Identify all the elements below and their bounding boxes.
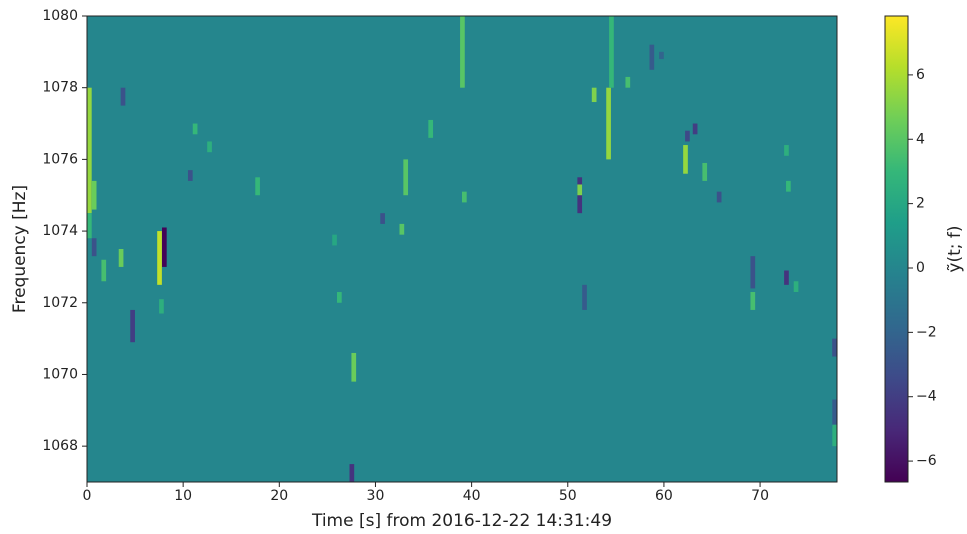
- colorbar-tick-label: 2: [916, 196, 925, 212]
- cell: [606, 87, 611, 160]
- cell: [462, 191, 467, 203]
- cell: [784, 270, 789, 285]
- colorbar-tick-label: 4: [916, 131, 925, 147]
- cell: [157, 231, 162, 285]
- x-tick-label: 50: [559, 488, 577, 504]
- x-axis-label: Time [s] from 2016-12-22 14:31:49: [311, 511, 612, 531]
- colorbar-tick-label: −6: [916, 453, 937, 469]
- cell: [786, 180, 791, 192]
- cell: [159, 299, 164, 314]
- cell: [702, 162, 708, 181]
- colorbar-tick-label: −2: [916, 324, 937, 340]
- y-tick-label: 1076: [42, 151, 78, 167]
- colorbar-tick-label: 6: [916, 67, 925, 83]
- cell: [683, 145, 688, 174]
- background: [87, 16, 837, 482]
- cell: [162, 227, 167, 267]
- y-tick-label: 1072: [42, 295, 78, 311]
- cell: [685, 130, 690, 142]
- cell: [101, 259, 107, 282]
- y-tick-label: 1074: [42, 223, 78, 239]
- colorbar-label: ỹ(t; f): [945, 225, 965, 272]
- cell: [403, 159, 409, 196]
- cell: [349, 464, 355, 482]
- cell: [649, 44, 655, 70]
- cell: [716, 191, 722, 203]
- cell: [87, 213, 92, 239]
- x-tick-label: 10: [174, 488, 192, 504]
- cell: [87, 87, 92, 214]
- colorbar-tick-label: 0: [916, 260, 925, 276]
- cell: [120, 87, 126, 106]
- cell: [832, 399, 837, 429]
- cell: [692, 123, 698, 135]
- x-tick-label: 40: [463, 488, 481, 504]
- cell: [582, 284, 587, 310]
- x-tick-label: 70: [751, 488, 769, 504]
- cell: [332, 234, 337, 246]
- cell: [380, 213, 385, 224]
- cell: [91, 180, 97, 210]
- x-tick-label: 0: [83, 488, 92, 504]
- cell: [118, 249, 124, 267]
- plot-frame: [86, 15, 838, 483]
- colorbar-tick-label: −4: [916, 389, 937, 405]
- cell: [351, 352, 357, 382]
- cell: [428, 119, 434, 138]
- x-tick-label: 20: [270, 488, 288, 504]
- y-axis-label: Frequency [Hz]: [10, 185, 30, 313]
- cell: [609, 16, 614, 88]
- cell: [784, 145, 789, 156]
- cell: [130, 309, 135, 343]
- cell: [625, 76, 631, 88]
- cell: [460, 16, 465, 88]
- y-tick-label: 1078: [42, 80, 78, 96]
- cell: [832, 338, 837, 357]
- y-tick-label: 1068: [42, 438, 78, 454]
- cell: [750, 256, 756, 289]
- cell: [91, 238, 97, 257]
- colorbar: [884, 15, 909, 483]
- x-tick-label: 60: [655, 488, 673, 504]
- cell: [187, 170, 193, 181]
- cell: [337, 292, 342, 303]
- cell: [832, 424, 837, 447]
- cell: [793, 281, 799, 293]
- x-tick-label: 30: [367, 488, 385, 504]
- cell: [399, 223, 405, 235]
- cell: [591, 87, 597, 103]
- cell: [207, 141, 212, 153]
- cell: [750, 292, 756, 310]
- cell: [192, 123, 198, 135]
- y-tick-label: 1080: [42, 8, 78, 24]
- cell: [577, 184, 583, 196]
- cell: [659, 51, 664, 60]
- y-tick-label: 1070: [42, 366, 78, 382]
- cell: [255, 177, 260, 196]
